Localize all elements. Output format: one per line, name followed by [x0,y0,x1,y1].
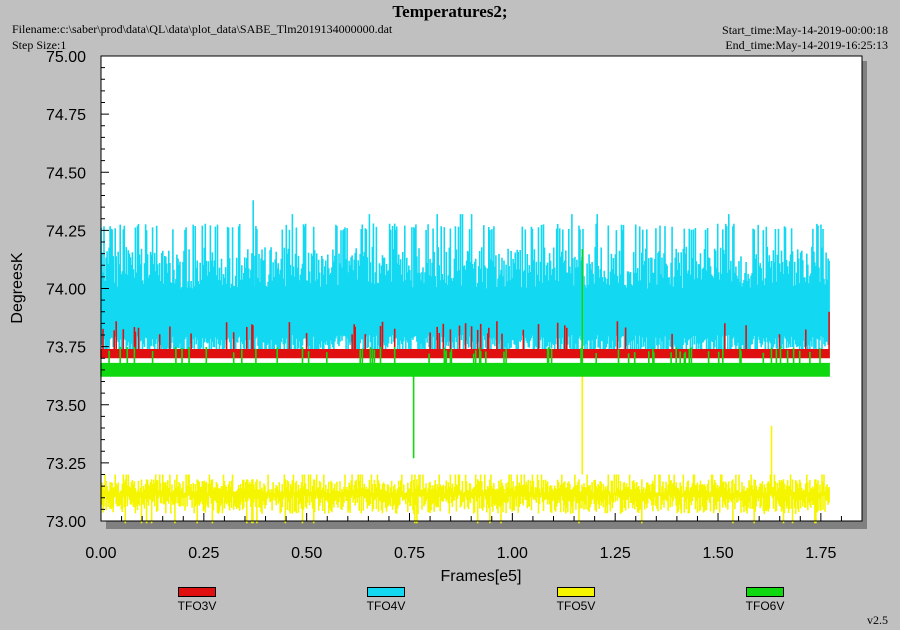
legend-label-tfo4v: TFO4V [366,599,406,613]
legend-label-tfo3v: TFO3V [177,599,217,613]
x-axis-label: Frames[e5] [441,568,522,585]
x-tick-label: 0.00 [85,545,116,562]
y-tick-label: 74.50 [46,165,86,182]
end-time-label: End_time:May-14-2019-16:25:13 [725,38,888,52]
y-tick-label: 73.50 [46,398,86,415]
legend-swatch-tfo3v [178,587,216,597]
legend-label-tfo6v: TFO6V [745,599,785,613]
y-tick-label: 75.00 [46,49,86,66]
legend-item-tfo3v: TFO3V [157,587,237,613]
legend-item-tfo6v: TFO6V [725,587,805,613]
x-tick-label: 1.50 [702,545,733,562]
y-tick-label: 74.25 [46,223,86,240]
start-time-label: Start_time:May-14-2019-00:00:18 [722,23,888,37]
plot-border [100,55,863,522]
y-axis-label: DegreesK [9,252,26,323]
y-tick-label: 73.00 [46,514,86,531]
x-tick-label: 0.25 [188,545,219,562]
y-tick-label: 73.25 [46,456,86,473]
legend-label-tfo5v: TFO5V [556,599,596,613]
legend-item-tfo5v: TFO5V [536,587,616,613]
x-tick-label: 1.00 [497,545,528,562]
version-label: v2.5 [867,613,888,627]
filename-label: Filename:c:\saber\prod\data\QL\data\plot… [12,22,393,36]
x-tick-label: 0.50 [291,545,322,562]
step-size-label: Step Size:1 [12,38,67,52]
x-tick-label: 1.75 [805,545,836,562]
chart-title: Temperatures2; [392,2,508,21]
legend-item-tfo4v: TFO4V [346,587,426,613]
y-tick-label: 73.75 [46,340,86,357]
y-tick-label: 74.00 [46,282,86,299]
legend-swatch-tfo6v [746,587,784,597]
x-tick-label: 0.75 [394,545,425,562]
legend-swatch-tfo4v [367,587,405,597]
legend-swatch-tfo5v [557,587,595,597]
x-tick-label: 1.25 [600,545,631,562]
axis-layer: 73.00 73.25 73.50 73.75 74.00 74.25 74.50 74.75… [46,49,863,562]
y-tick-label: 74.75 [46,107,86,124]
